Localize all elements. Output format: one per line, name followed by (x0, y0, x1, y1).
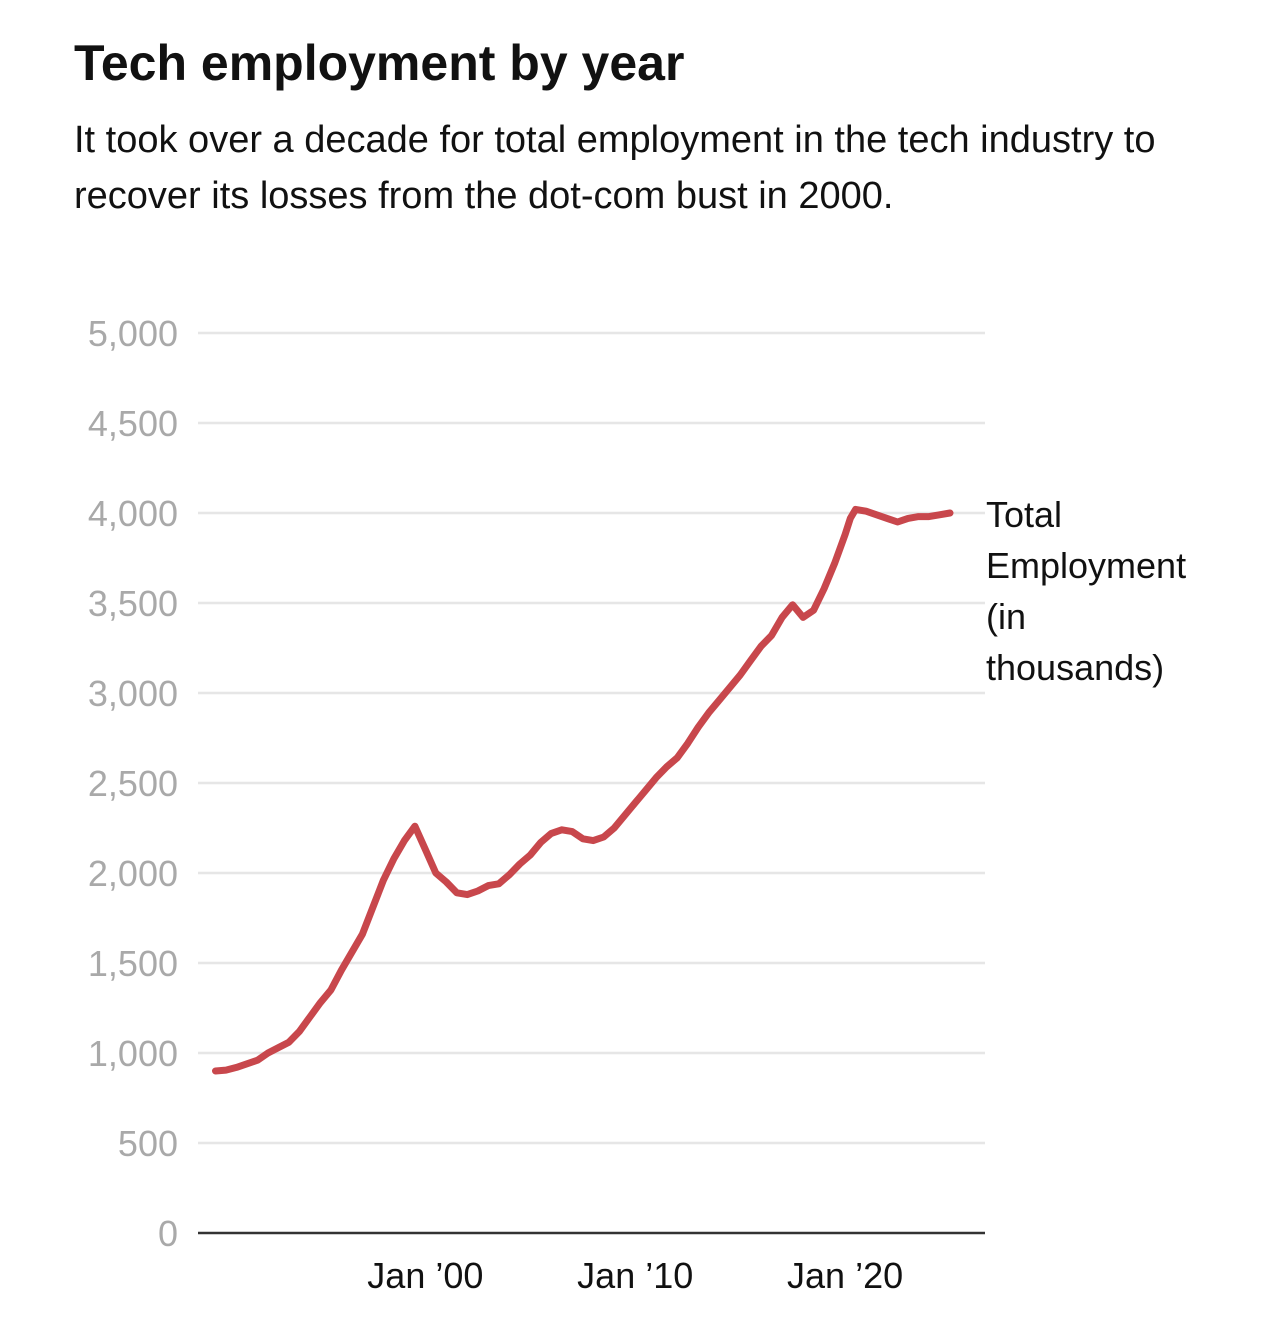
y-tick-label: 4,000 (88, 493, 178, 534)
x-tick-label: Jan ’00 (367, 1255, 483, 1296)
y-tick-label: 2,500 (88, 763, 178, 804)
y-tick-label: 0 (158, 1213, 178, 1254)
y-tick-label: 3,500 (88, 583, 178, 624)
chart-subtitle: It took over a decade for total employme… (74, 119, 1156, 217)
x-tick-label: Jan ’10 (577, 1255, 693, 1296)
series-line-total-employment (212, 505, 954, 1075)
x-axis-ticks: Jan ’00 Jan ’10 Jan ’20 (367, 1255, 903, 1296)
y-tick-label: 5,000 (88, 313, 178, 354)
y-tick-label: 500 (118, 1123, 178, 1164)
series-label-total-employment: Total Employment (in thousands) (986, 494, 1186, 688)
y-tick-label: 1,500 (88, 943, 178, 984)
y-tick-label: 1,000 (88, 1033, 178, 1074)
y-tick-label: 3,000 (88, 673, 178, 714)
chart-title: Tech employment by year (74, 35, 685, 91)
gridlines (198, 331, 985, 1145)
x-tick-label: Jan ’20 (787, 1255, 903, 1296)
y-tick-label: 4,500 (88, 403, 178, 444)
y-axis-ticks: 0 500 1,000 1,500 2,000 2,500 3,000 3,500 4,000 4… (88, 313, 178, 1254)
y-tick-label: 2,000 (88, 853, 178, 894)
